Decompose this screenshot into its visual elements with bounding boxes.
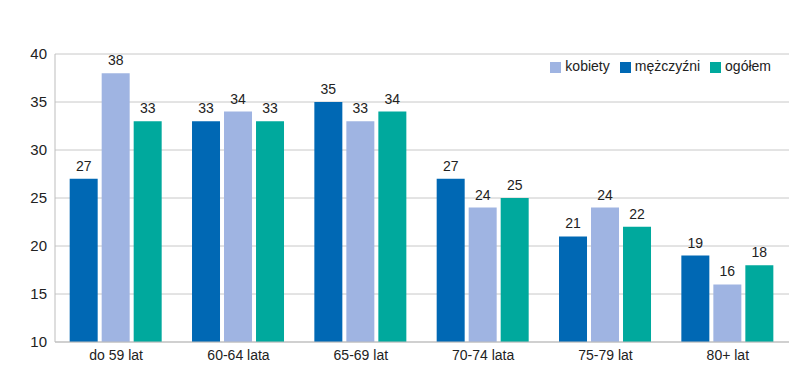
svg-text:33: 33: [262, 100, 278, 116]
html-text:mężczyźni: mężczyźni: [634, 58, 701, 74]
svg-text:25: 25: [30, 189, 47, 206]
svg-text:34: 34: [230, 91, 246, 107]
svg-text:18: 18: [752, 244, 768, 260]
svg-text:15: 15: [30, 285, 47, 302]
svg-text:33: 33: [140, 100, 156, 116]
svg-text:33: 33: [353, 100, 369, 116]
svg-text:24: 24: [597, 187, 613, 203]
svg-text:75-79 lat: 75-79 lat: [578, 347, 633, 363]
svg-text:65-69 lat: 65-69 lat: [334, 347, 389, 363]
svg-text:80+ lat: 80+ lat: [707, 347, 750, 363]
svg-text:22: 22: [629, 206, 645, 222]
svg-text:do 59 lat: do 59 lat: [89, 347, 143, 363]
svg-text:21: 21: [565, 215, 581, 231]
svg-text:10: 10: [30, 333, 47, 350]
svg-text:30: 30: [30, 141, 47, 158]
svg-text:19: 19: [688, 235, 704, 251]
svg-text:38: 38: [108, 52, 124, 68]
svg-text:35: 35: [30, 93, 47, 110]
svg-text:16: 16: [720, 263, 736, 279]
html-text:kobiety: kobiety: [565, 58, 610, 74]
svg-text:33: 33: [198, 100, 214, 116]
svg-text:34: 34: [385, 91, 401, 107]
svg-text:27: 27: [443, 158, 459, 174]
svg-text:35: 35: [321, 81, 337, 97]
svg-text:40: 40: [30, 45, 47, 62]
svg-text:20: 20: [30, 237, 47, 254]
svg-text:70-74 lata: 70-74 lata: [452, 347, 514, 363]
svg-text:25: 25: [507, 177, 523, 193]
svg-text:60-64 lata: 60-64 lata: [207, 347, 269, 363]
svg-text:24: 24: [475, 187, 491, 203]
svg-text:27: 27: [76, 158, 92, 174]
html-text:ogółem: ogółem: [725, 58, 771, 74]
